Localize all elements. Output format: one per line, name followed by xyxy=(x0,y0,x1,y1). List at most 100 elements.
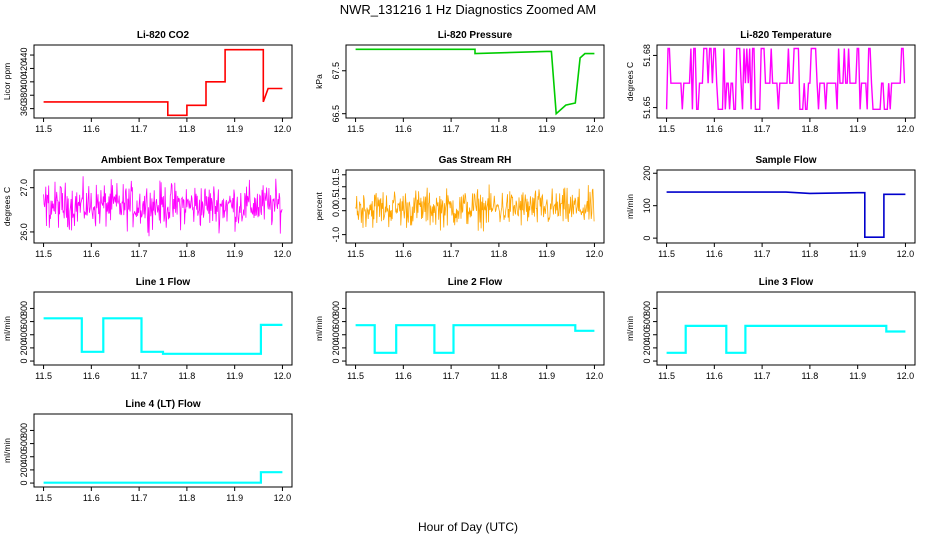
plot-frame xyxy=(656,44,916,119)
plot-frame xyxy=(33,44,293,119)
x-tick-label: 11.7 xyxy=(443,249,460,259)
x-tick-label: 11.6 xyxy=(83,371,100,381)
y-tick-label: -1.0 xyxy=(331,227,341,243)
x-tick-label: 11.6 xyxy=(83,249,100,259)
y-tick-label: 400 xyxy=(19,74,29,89)
y-tick-label: 400 xyxy=(19,449,29,464)
x-tick-label: 11.5 xyxy=(347,371,364,381)
y-axis-label: ml/min xyxy=(2,438,12,463)
x-tick-label: 11.8 xyxy=(801,249,818,259)
x-tick-label: 11.9 xyxy=(849,371,866,381)
x-tick-label: 11.6 xyxy=(706,124,723,134)
x-tick-label: 12.0 xyxy=(274,249,292,259)
x-tick-label: 11.9 xyxy=(849,249,866,259)
x-tick-label: 11.8 xyxy=(178,124,195,134)
y-tick-label: 600 xyxy=(19,314,29,329)
x-tick-label: 11.6 xyxy=(706,371,723,381)
x-tick-label: 11.8 xyxy=(490,249,507,259)
x-tick-label: 11.7 xyxy=(443,124,460,134)
x-tick-label: 11.6 xyxy=(83,493,100,503)
x-tick-label: 11.7 xyxy=(131,371,148,381)
y-tick-label: 200 xyxy=(642,340,652,355)
x-tick-label: 11.6 xyxy=(395,249,412,259)
y-tick-label: 400 xyxy=(642,327,652,342)
y-tick-label: 800 xyxy=(331,301,341,316)
y-tick-label: 51.68 xyxy=(642,44,652,67)
x-tick-label: 11.9 xyxy=(538,124,555,134)
plot-frame xyxy=(345,291,605,366)
y-tick-label: 600 xyxy=(642,314,652,329)
x-tick-label: 11.5 xyxy=(35,124,52,134)
plot-frame xyxy=(33,291,293,366)
panel-5: Gas Stream RH percent 11.5 11.6 11.7 11.8 11.9… xyxy=(314,155,605,259)
x-tick-label: 11.8 xyxy=(490,371,507,381)
x-tick-label: 11.5 xyxy=(35,371,52,381)
y-tick-label: 1.5 xyxy=(331,169,341,182)
x-tick-label: 11.8 xyxy=(490,124,507,134)
x-tick-label: 11.8 xyxy=(178,493,195,503)
x-tick-label: 12.0 xyxy=(586,371,604,381)
y-tick-label: 26.0 xyxy=(19,223,29,241)
x-tick-label: 11.9 xyxy=(538,249,555,259)
y-tick-label: 800 xyxy=(642,301,652,316)
y-tick-label: 0 xyxy=(642,236,652,241)
y-tick-label: 66.5 xyxy=(331,105,341,123)
series-line xyxy=(43,48,283,117)
plot-frame xyxy=(33,413,293,488)
y-tick-label: 100 xyxy=(642,198,652,213)
panel-title: Gas Stream RH xyxy=(439,155,512,166)
y-tick-label: 440 xyxy=(19,48,29,63)
y-tick-label: 0.5 xyxy=(331,192,341,205)
panel-title: Line 1 Flow xyxy=(136,277,191,288)
y-axis-label: kPa xyxy=(314,74,324,89)
x-tick-label: 11.7 xyxy=(754,249,771,259)
figure-title: NWR_131216 1 Hz Diagnostics Zoomed AM xyxy=(340,2,597,17)
y-tick-label: 200 xyxy=(19,462,29,477)
x-tick-label: 11.7 xyxy=(754,124,771,134)
x-tick-label: 11.9 xyxy=(226,249,243,259)
x-tick-label: 12.0 xyxy=(586,124,604,134)
y-tick-label: 51.65 xyxy=(642,96,652,119)
y-tick-label: 1.0 xyxy=(331,180,341,193)
series-line xyxy=(43,176,283,237)
panels-group: Li-820 CO2 Licor ppm 11.5 11.6 11.7 11.8 11.9 1… xyxy=(2,30,916,503)
y-tick-label: 800 xyxy=(19,301,29,316)
y-tick-label: 67.5 xyxy=(331,62,341,80)
plot-frame xyxy=(656,291,916,366)
x-tick-label: 11.5 xyxy=(658,371,675,381)
x-tick-label: 12.0 xyxy=(897,124,915,134)
x-tick-label: 11.6 xyxy=(395,371,412,381)
y-axis-label: ml/min xyxy=(314,316,324,341)
y-tick-label: 800 xyxy=(19,423,29,438)
y-tick-label: 0 xyxy=(19,481,29,486)
y-tick-label: 0 xyxy=(331,359,341,364)
panel-9: Line 3 Flow ml/min 11.5 11.6 11.7 11.8 11.9 12.… xyxy=(625,277,916,381)
plot-frame xyxy=(656,169,916,244)
x-tick-label: 12.0 xyxy=(274,124,292,134)
x-tick-label: 11.5 xyxy=(347,124,364,134)
y-axis-label: ml/min xyxy=(625,194,635,219)
x-tick-label: 12.0 xyxy=(274,371,292,381)
x-tick-label: 11.6 xyxy=(706,249,723,259)
x-tick-label: 11.7 xyxy=(754,371,771,381)
x-tick-label: 11.7 xyxy=(131,124,148,134)
panel-2: Li-820 Pressure kPa 11.5 11.6 11.7 11.8 11.9 12… xyxy=(314,30,605,134)
y-axis-label: percent xyxy=(314,192,324,221)
panel-1: Li-820 CO2 Licor ppm 11.5 11.6 11.7 11.8 11.9 1… xyxy=(2,30,293,134)
panel-4: Ambient Box Temperature degrees C 11.5 11.6… xyxy=(2,155,293,259)
x-tick-label: 11.5 xyxy=(347,249,364,259)
x-tick-label: 11.8 xyxy=(178,371,195,381)
y-axis-label: Licor ppm xyxy=(2,63,12,100)
x-tick-label: 11.7 xyxy=(443,371,460,381)
x-tick-label: 11.8 xyxy=(801,124,818,134)
panel-title: Sample Flow xyxy=(755,155,816,166)
series-line xyxy=(355,184,595,232)
panel-title: Li-820 Temperature xyxy=(740,30,832,41)
y-axis-label: ml/min xyxy=(2,316,12,341)
panel-10: Line 4 (LT) Flow ml/min 11.5 11.6 11.7 11.8 11… xyxy=(2,399,293,503)
x-tick-label: 11.5 xyxy=(35,249,52,259)
y-tick-label: 420 xyxy=(19,61,29,76)
x-tick-label: 12.0 xyxy=(274,493,292,503)
plot-frame xyxy=(345,44,605,119)
